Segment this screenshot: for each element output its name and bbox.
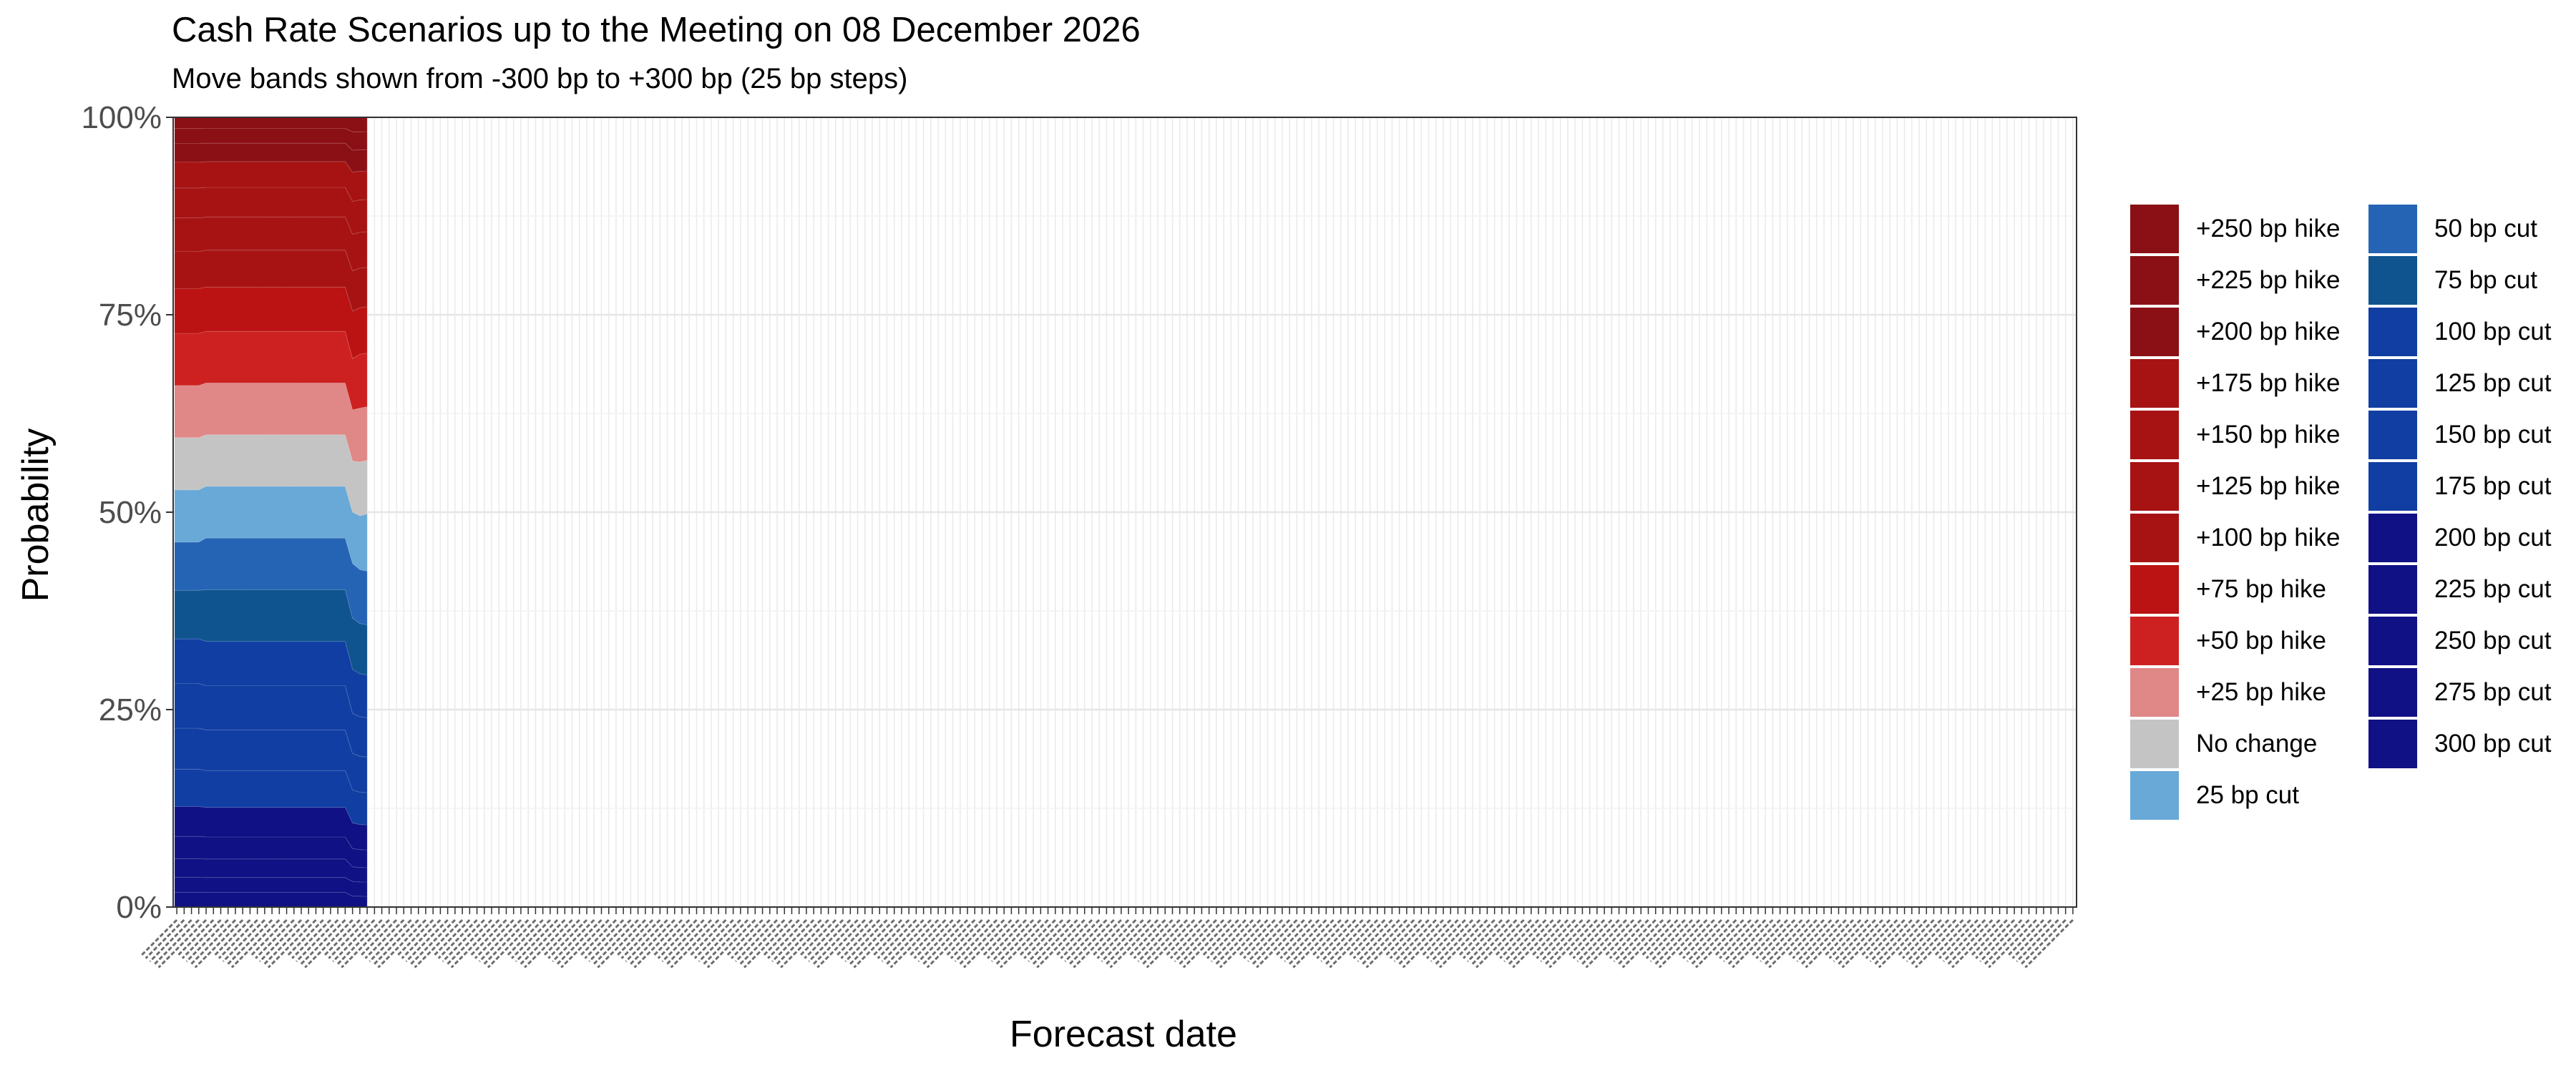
- legend-label: +125 bp hike: [2196, 472, 2341, 500]
- legend-label: 75 bp cut: [2434, 266, 2537, 294]
- legend-swatch: [2130, 411, 2179, 459]
- legend-swatch: [2368, 308, 2417, 356]
- legend-label: 225 bp cut: [2434, 575, 2552, 603]
- legend-label: 25 bp cut: [2196, 781, 2299, 809]
- legend-swatch: [2368, 256, 2417, 305]
- legend-swatch: [2368, 565, 2417, 614]
- legend-label: 250 bp cut: [2434, 627, 2552, 655]
- legend-swatch: [2130, 720, 2179, 768]
- legend-label: +200 bp hike: [2196, 318, 2341, 346]
- legend-swatch: [2130, 771, 2179, 820]
- x-ticks: [176, 907, 2074, 914]
- legend-swatch: [2368, 514, 2417, 562]
- legend-label: 125 bp cut: [2434, 369, 2552, 397]
- legend-swatch: [2368, 617, 2417, 665]
- legend-swatch: [2130, 668, 2179, 717]
- legend-label: 200 bp cut: [2434, 524, 2552, 552]
- chart-subtitle: Move bands shown from -300 bp to +300 bp…: [172, 63, 908, 94]
- legend-label: 100 bp cut: [2434, 318, 2552, 346]
- legend-swatch: [2130, 359, 2179, 408]
- legend-swatch: [2130, 462, 2179, 511]
- legend-label: 275 bp cut: [2434, 678, 2552, 706]
- y-tick-label: 100%: [81, 100, 162, 135]
- legend-label: 50 bp cut: [2434, 215, 2537, 242]
- legend-label: 150 bp cut: [2434, 421, 2552, 449]
- legend-label: 300 bp cut: [2434, 730, 2552, 758]
- legend-label: 175 bp cut: [2434, 472, 2552, 500]
- legend-swatch: [2368, 411, 2417, 459]
- y-tick-label: 50%: [99, 495, 162, 530]
- legend-label: +25 bp hike: [2196, 678, 2326, 706]
- legend-swatch: [2130, 256, 2179, 305]
- legend-swatch: [2130, 308, 2179, 356]
- legend-swatch: [2368, 720, 2417, 768]
- legend-swatch: [2368, 462, 2417, 511]
- legend-swatch: [2130, 514, 2179, 562]
- legend-swatch: [2368, 205, 2417, 253]
- legend-swatch: [2368, 359, 2417, 408]
- y-tick-label: 75%: [99, 298, 162, 333]
- legend-label: No change: [2196, 730, 2318, 758]
- legend-label: +225 bp hike: [2196, 266, 2341, 294]
- area-band: [174, 891, 368, 908]
- legend-label: +50 bp hike: [2196, 627, 2326, 655]
- x-tick-labels-illegible: [140, 918, 2074, 969]
- legend-label: +175 bp hike: [2196, 369, 2341, 397]
- legend-swatch: [2130, 205, 2179, 253]
- legend-label: +75 bp hike: [2196, 575, 2326, 603]
- y-tick-label: 25%: [99, 692, 162, 727]
- x-axis-label: Forecast date: [1010, 1014, 1237, 1055]
- legend-label: +100 bp hike: [2196, 524, 2341, 552]
- chart-title: Cash Rate Scenarios up to the Meeting on…: [172, 11, 1141, 49]
- legend-swatch: [2130, 617, 2179, 665]
- legend-swatch: [2130, 565, 2179, 614]
- legend-swatch: [2368, 668, 2417, 717]
- y-tick-label: 0%: [116, 890, 162, 925]
- legend-label: +250 bp hike: [2196, 215, 2341, 242]
- legend-label: +150 bp hike: [2196, 421, 2341, 449]
